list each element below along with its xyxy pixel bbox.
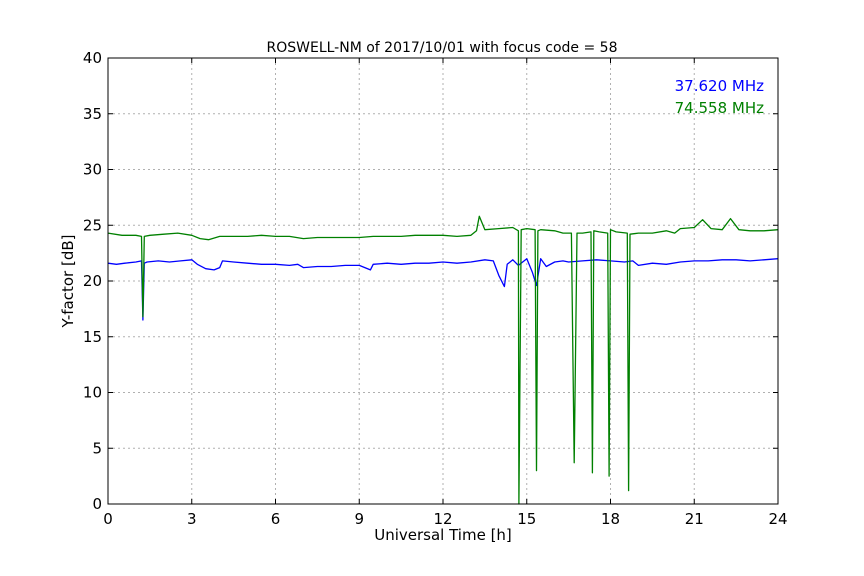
x-axis-label: Universal Time [h] [374,526,512,544]
legend-entry-1: 37.620 MHz [675,77,764,95]
y-tick-label: 20 [83,272,102,290]
x-tick-label: 3 [187,510,197,528]
x-tick-label: 18 [601,510,620,528]
x-tick-label: 15 [517,510,536,528]
x-tick-label: 9 [354,510,364,528]
tick-labels: 0 3 6 9 12 15 18 21 24 0 5 10 15 20 25 30 35 40 [83,49,788,528]
grid-lines [108,58,778,504]
y-tick-label: 25 [83,216,102,234]
x-tick-label: 6 [271,510,281,528]
x-tick-label: 21 [685,510,704,528]
y-tick-label: 40 [83,49,102,67]
y-tick-label: 15 [83,328,102,346]
x-tick-label: 0 [103,510,113,528]
y-tick-label: 5 [92,439,102,457]
x-tick-label: 24 [768,510,787,528]
x-tick-label: 12 [433,510,452,528]
y-tick-label: 0 [92,495,102,513]
legend: 37.620 MHz 74.558 MHz [675,77,764,117]
series-line-1 [107,258,779,321]
y-tick-label: 30 [83,161,102,179]
y-axis-label: Y-factor [dB] [59,234,77,328]
legend-entry-2: 74.558 MHz [675,99,764,117]
y-tick-label: 10 [83,384,102,402]
chart-title: ROSWELL-NM of 2017/10/01 with focus code… [267,40,618,56]
y-tick-label: 35 [83,105,102,123]
axis-ticks [107,57,779,505]
